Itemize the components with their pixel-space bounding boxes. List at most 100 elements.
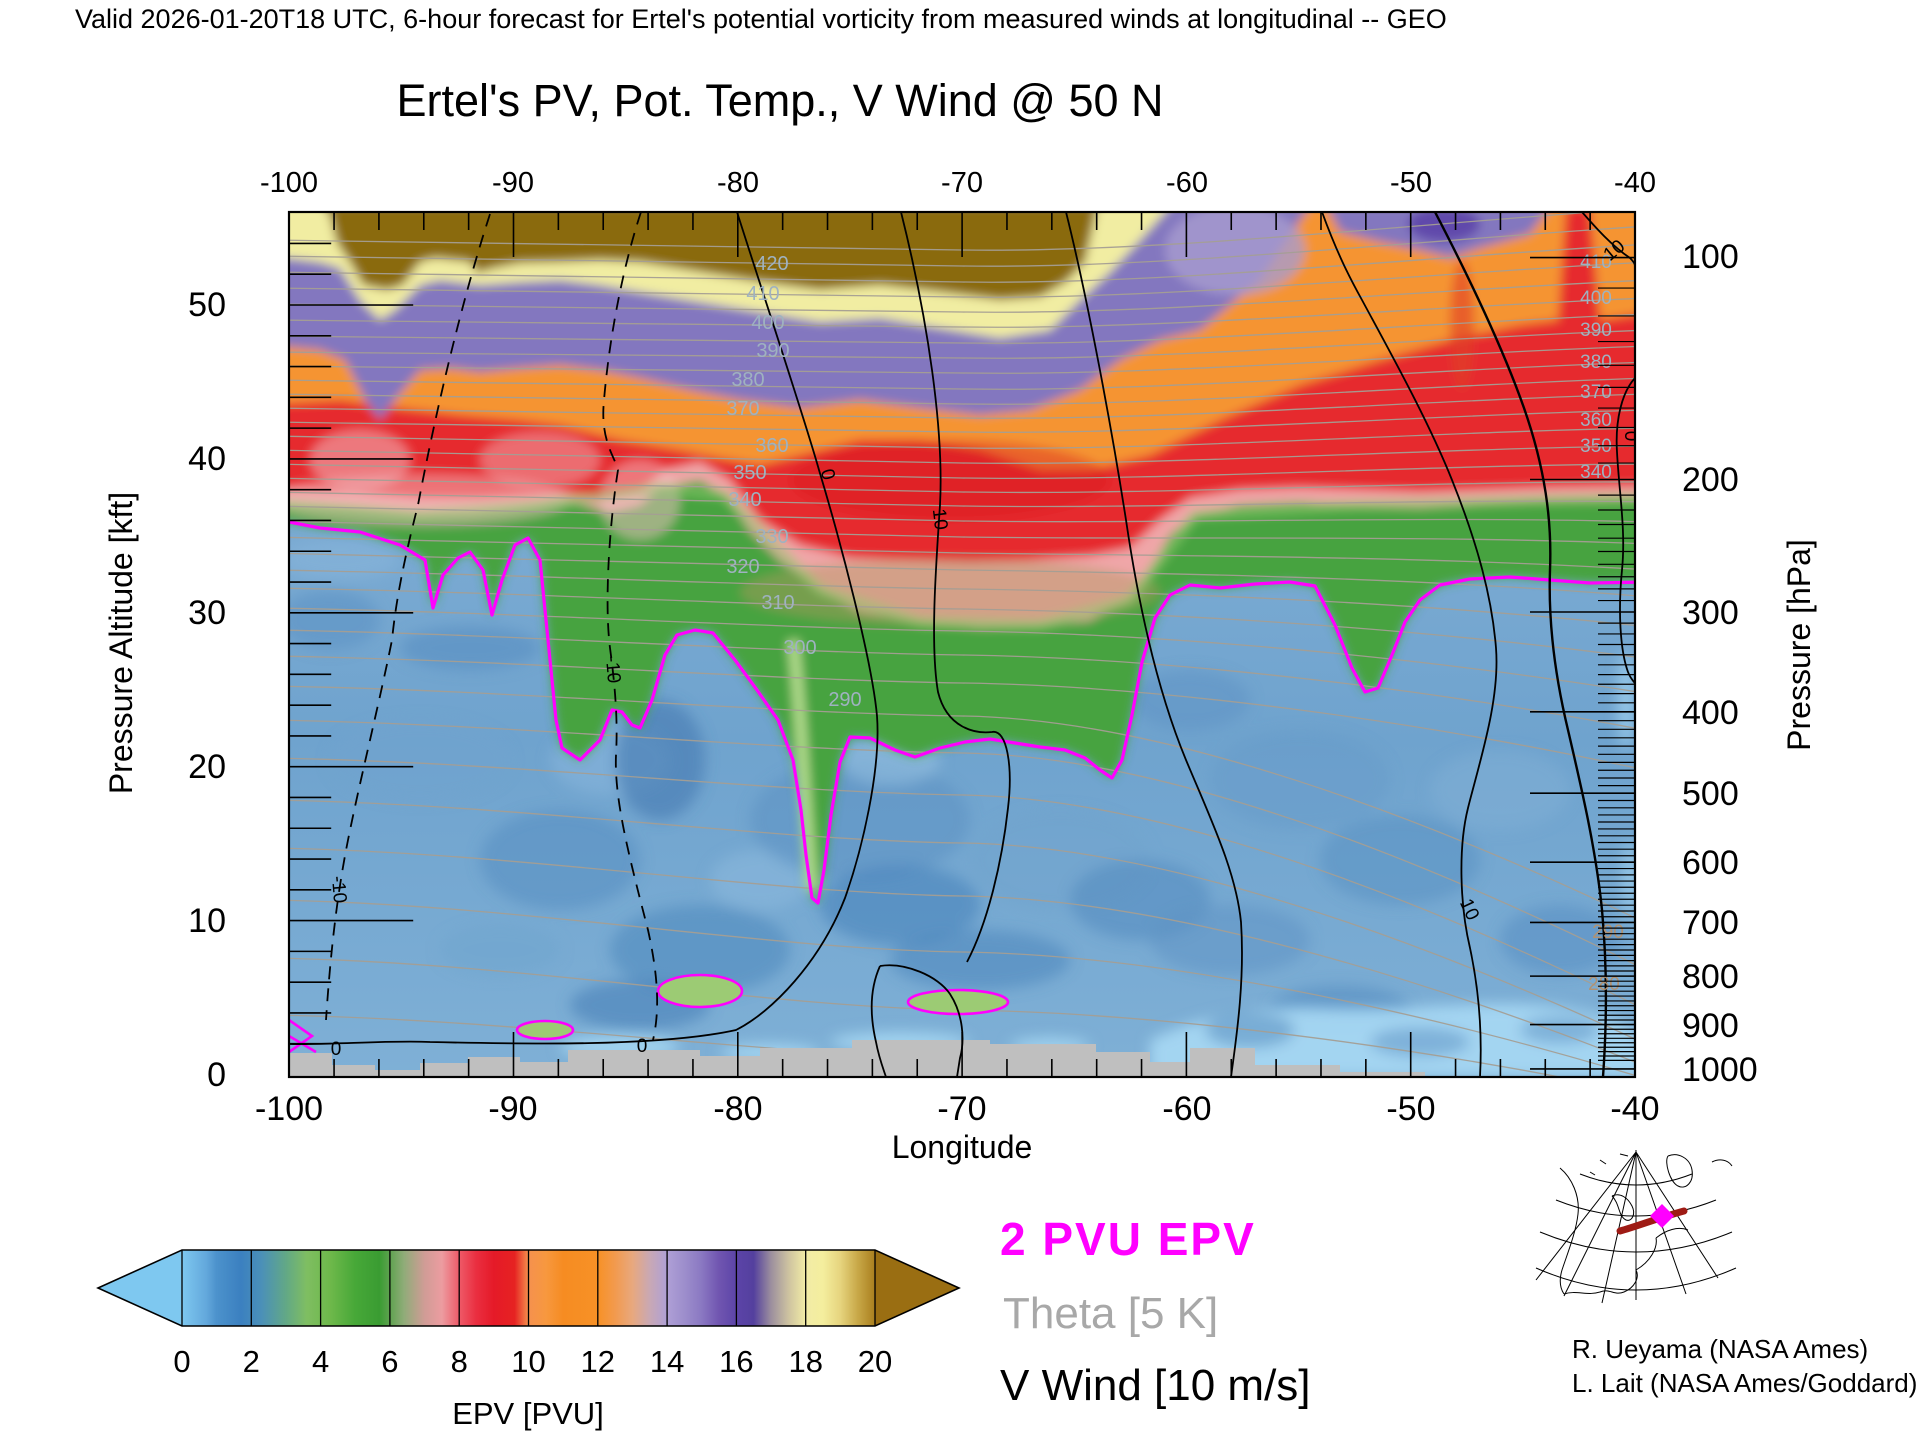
contour-label: 0 [331,1039,342,1060]
legend-theta: Theta [5 K] [1003,1289,1218,1338]
contour-label: 380 [731,369,764,391]
credit-line: R. Ueyama (NASA Ames) [1572,1334,1868,1364]
colorbar-tick-label: 20 [858,1344,892,1379]
tick-label: -50 [1386,1090,1435,1128]
colorbar-tick-label: 10 [511,1344,545,1379]
contour-label: 390 [756,340,789,362]
tick-label: 300 [1682,594,1739,632]
colorbar-title: EPV [PVU] [452,1396,604,1431]
contour-legend: 2 PVU EPV Theta [5 K] V Wind [10 m/s] [1000,1213,1311,1410]
y-right-axis-title: Pressure [hPa] [1781,539,1817,751]
theta-contour-labels-low: 290 280 [1588,922,1624,995]
contour-label: 280 [1588,974,1620,995]
troposphere-mottling [289,540,1620,1035]
tick-label: -40 [1614,167,1656,199]
contour-label: -10 [601,655,624,684]
contour-label: 370 [726,398,759,420]
contour-label: 340 [728,489,761,511]
tick-label: -60 [1166,167,1208,199]
light-purple-top [1165,212,1305,295]
contour-label: 290 [828,689,861,711]
tick-label: -90 [488,1090,537,1128]
contour-label: 410 [746,283,779,305]
contour-label: 300 [783,637,816,659]
map-meridians [1535,1151,1719,1304]
tick-label: 20 [188,748,226,786]
contour-label: 400 [751,312,784,334]
credit-line: L. Lait (NASA Ames/Goddard) [1572,1368,1917,1398]
tick-label: 10 [188,902,226,940]
tick-label: 800 [1682,958,1739,996]
colorbar-tick-label: 6 [381,1344,398,1379]
bottom-longitude-tick-labels: -100 -90 -80 -70 -60 -50 -40 [255,1090,1660,1128]
khaki-mix-zone [740,558,1160,626]
colorbar-tick-label: 16 [719,1344,753,1379]
vwind-negative-dashed [325,212,659,1041]
band-brown-over-20pvu [327,212,1097,300]
fold-pale-green-sliver [787,639,818,891]
contour-label: 360 [1580,410,1612,431]
colorbar-tick-label: 8 [451,1344,468,1379]
tick-label: -80 [717,167,759,199]
colorbar-dividers [181,1250,876,1326]
tick-label: -40 [1610,1090,1659,1128]
contour-label: 360 [755,435,788,457]
colorbar-tick-label: 0 [173,1344,190,1379]
contour-label: 350 [1580,436,1612,457]
colorbar-tick-label: 12 [581,1344,615,1379]
colorbar-tick-label: 18 [788,1344,822,1379]
axis-labels: -100 -90 -80 -70 -60 -50 -40 -100 -90 -8… [103,167,1817,1165]
x-axis-title: Longitude [892,1129,1033,1165]
contour-label: 340 [1580,462,1612,483]
tick-label: 500 [1682,775,1739,813]
map-position-diamond [1650,1204,1674,1228]
tick-label: 0 [207,1056,226,1094]
tick-label: -70 [937,1090,986,1128]
contour-label: 320 [726,556,759,578]
contour-label: 310 [761,592,794,614]
vwind-0-line [289,212,879,1046]
tick-label: 50 [188,286,226,324]
colorbar-tick-label: 2 [243,1344,260,1379]
contour-label: 10 [928,508,951,532]
two-pvu-contour [289,520,1635,1054]
pale-green-upper-edge [289,483,1635,630]
top-longitude-tick-labels: -100 -90 -80 -70 -60 -50 -40 [260,167,1656,199]
left-altitude-tick-labels: 0 10 20 30 40 50 [188,286,226,1094]
colorbar: 0 2 4 6 8 10 12 14 16 18 20 EPV [PVU] [96,1249,961,1431]
map-parallel [1579,1173,1693,1186]
contour-label: -10 [327,875,350,904]
contour-label: 400 [1580,288,1612,309]
contour-label: 370 [1580,382,1612,403]
tick-label: -50 [1390,167,1432,199]
tick-label: -80 [713,1090,762,1128]
contour-label: 0 [1620,431,1641,442]
contour-label: 0 [637,1036,648,1057]
tick-label: 700 [1682,904,1739,942]
map-coastlines [1559,1153,1733,1295]
tick-label: 900 [1682,1007,1739,1045]
legend-2pvu: 2 PVU EPV [1000,1213,1256,1265]
contour-label: 390 [1580,320,1612,341]
tick-label: 1000 [1682,1051,1758,1089]
contour-label: 0 [816,467,839,483]
validity-header: Valid 2026-01-20T18 UTC, 6-hour forecast… [75,4,1447,34]
tick-label: 600 [1682,844,1739,882]
credits: R. Ueyama (NASA Ames) L. Lait (NASA Ames… [1572,1334,1917,1398]
y-left-axis-title: Pressure Altitude [kft] [103,492,139,794]
colorbar-tick-label: 14 [650,1344,684,1379]
tick-label: -60 [1162,1090,1211,1128]
red-streak [1450,260,1474,390]
tick-label: 400 [1682,694,1739,732]
two-pvu-surface-blobs [289,973,1010,1054]
colorbar-tick-labels: 0 2 4 6 8 10 12 14 16 18 20 [173,1344,892,1379]
tick-label: 30 [188,594,226,632]
tick-label: 40 [188,440,226,478]
theta-contours [289,212,1635,1078]
colorbar-tick-label: 4 [312,1344,329,1379]
right-pressure-tick-labels: 100 200 300 400 500 600 700 800 900 1000 [1682,238,1758,1089]
